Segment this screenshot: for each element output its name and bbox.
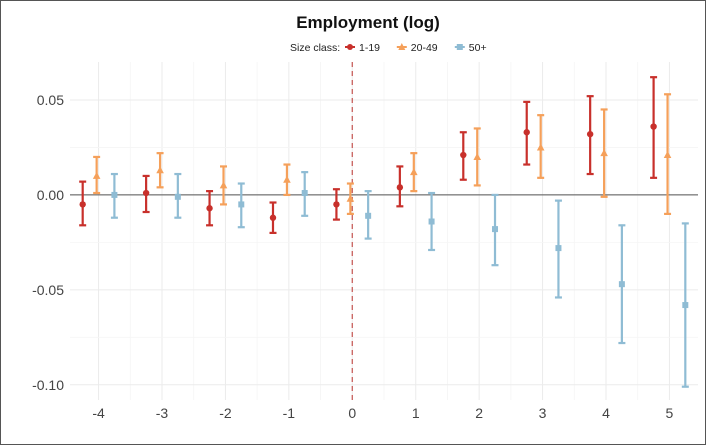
point [79, 201, 86, 208]
point [586, 130, 594, 138]
y-axis-ticks: 0.05 0.00 -0.05 -0.10 [32, 92, 64, 393]
point [365, 212, 372, 219]
x-tick-label: 2 [475, 405, 483, 421]
point [650, 123, 657, 130]
legend-title: Size class: [290, 42, 340, 54]
point [618, 281, 625, 288]
point [428, 218, 435, 225]
x-axis-ticks: -4 -3 -2 -1 0 1 2 3 4 5 [92, 405, 673, 421]
legend-item-50+: 50+ [454, 42, 487, 54]
legend-label: 20-49 [411, 42, 438, 54]
series-50+ [110, 171, 689, 388]
point [111, 191, 118, 198]
reference-lines [70, 62, 698, 404]
series-1-19 [79, 76, 658, 234]
point [142, 189, 150, 197]
point [536, 143, 545, 151]
y-tick-label: -0.05 [32, 282, 64, 298]
data-marks [79, 76, 689, 388]
point [396, 184, 404, 191]
point [219, 181, 228, 189]
legend-label: 50+ [469, 42, 487, 54]
x-tick-label: -1 [283, 405, 296, 421]
legend-key-point [398, 43, 406, 50]
y-tick-label: 0.00 [37, 187, 64, 203]
x-tick-label: 1 [412, 405, 420, 421]
point [346, 194, 355, 202]
x-tick-label: -4 [92, 405, 105, 421]
point [206, 205, 213, 212]
x-tick-label: 3 [539, 405, 547, 421]
legend-item-1-19: 1-19 [345, 42, 380, 54]
point [410, 168, 418, 176]
x-tick-label: 0 [348, 405, 356, 421]
point [333, 201, 340, 208]
legend-key-point [456, 44, 463, 50]
x-tick-label: 4 [602, 405, 610, 421]
legend-label: 1-19 [359, 42, 380, 54]
x-tick-label: -2 [219, 405, 232, 421]
point [473, 152, 482, 160]
legend-key-point [347, 44, 353, 50]
point [238, 201, 245, 208]
chart-title: Employment (log) [296, 13, 440, 32]
point [523, 129, 530, 136]
point [555, 245, 562, 252]
y-tick-label: 0.05 [37, 92, 64, 108]
legend-item-20-49: 20-49 [396, 42, 438, 54]
y-tick-label: -0.10 [32, 377, 64, 393]
point [301, 190, 308, 197]
point [283, 175, 291, 183]
series-20-49 [92, 93, 672, 216]
point [492, 226, 499, 233]
point [663, 151, 672, 159]
point [92, 171, 101, 179]
point [269, 214, 277, 221]
point [682, 302, 689, 309]
legend: Size class: 1-19 20-49 50+ [290, 42, 487, 54]
x-tick-label: 5 [666, 405, 674, 421]
point [156, 166, 164, 174]
point [460, 151, 467, 159]
x-tick-label: -3 [156, 405, 169, 421]
point [174, 193, 181, 200]
point [600, 149, 608, 157]
